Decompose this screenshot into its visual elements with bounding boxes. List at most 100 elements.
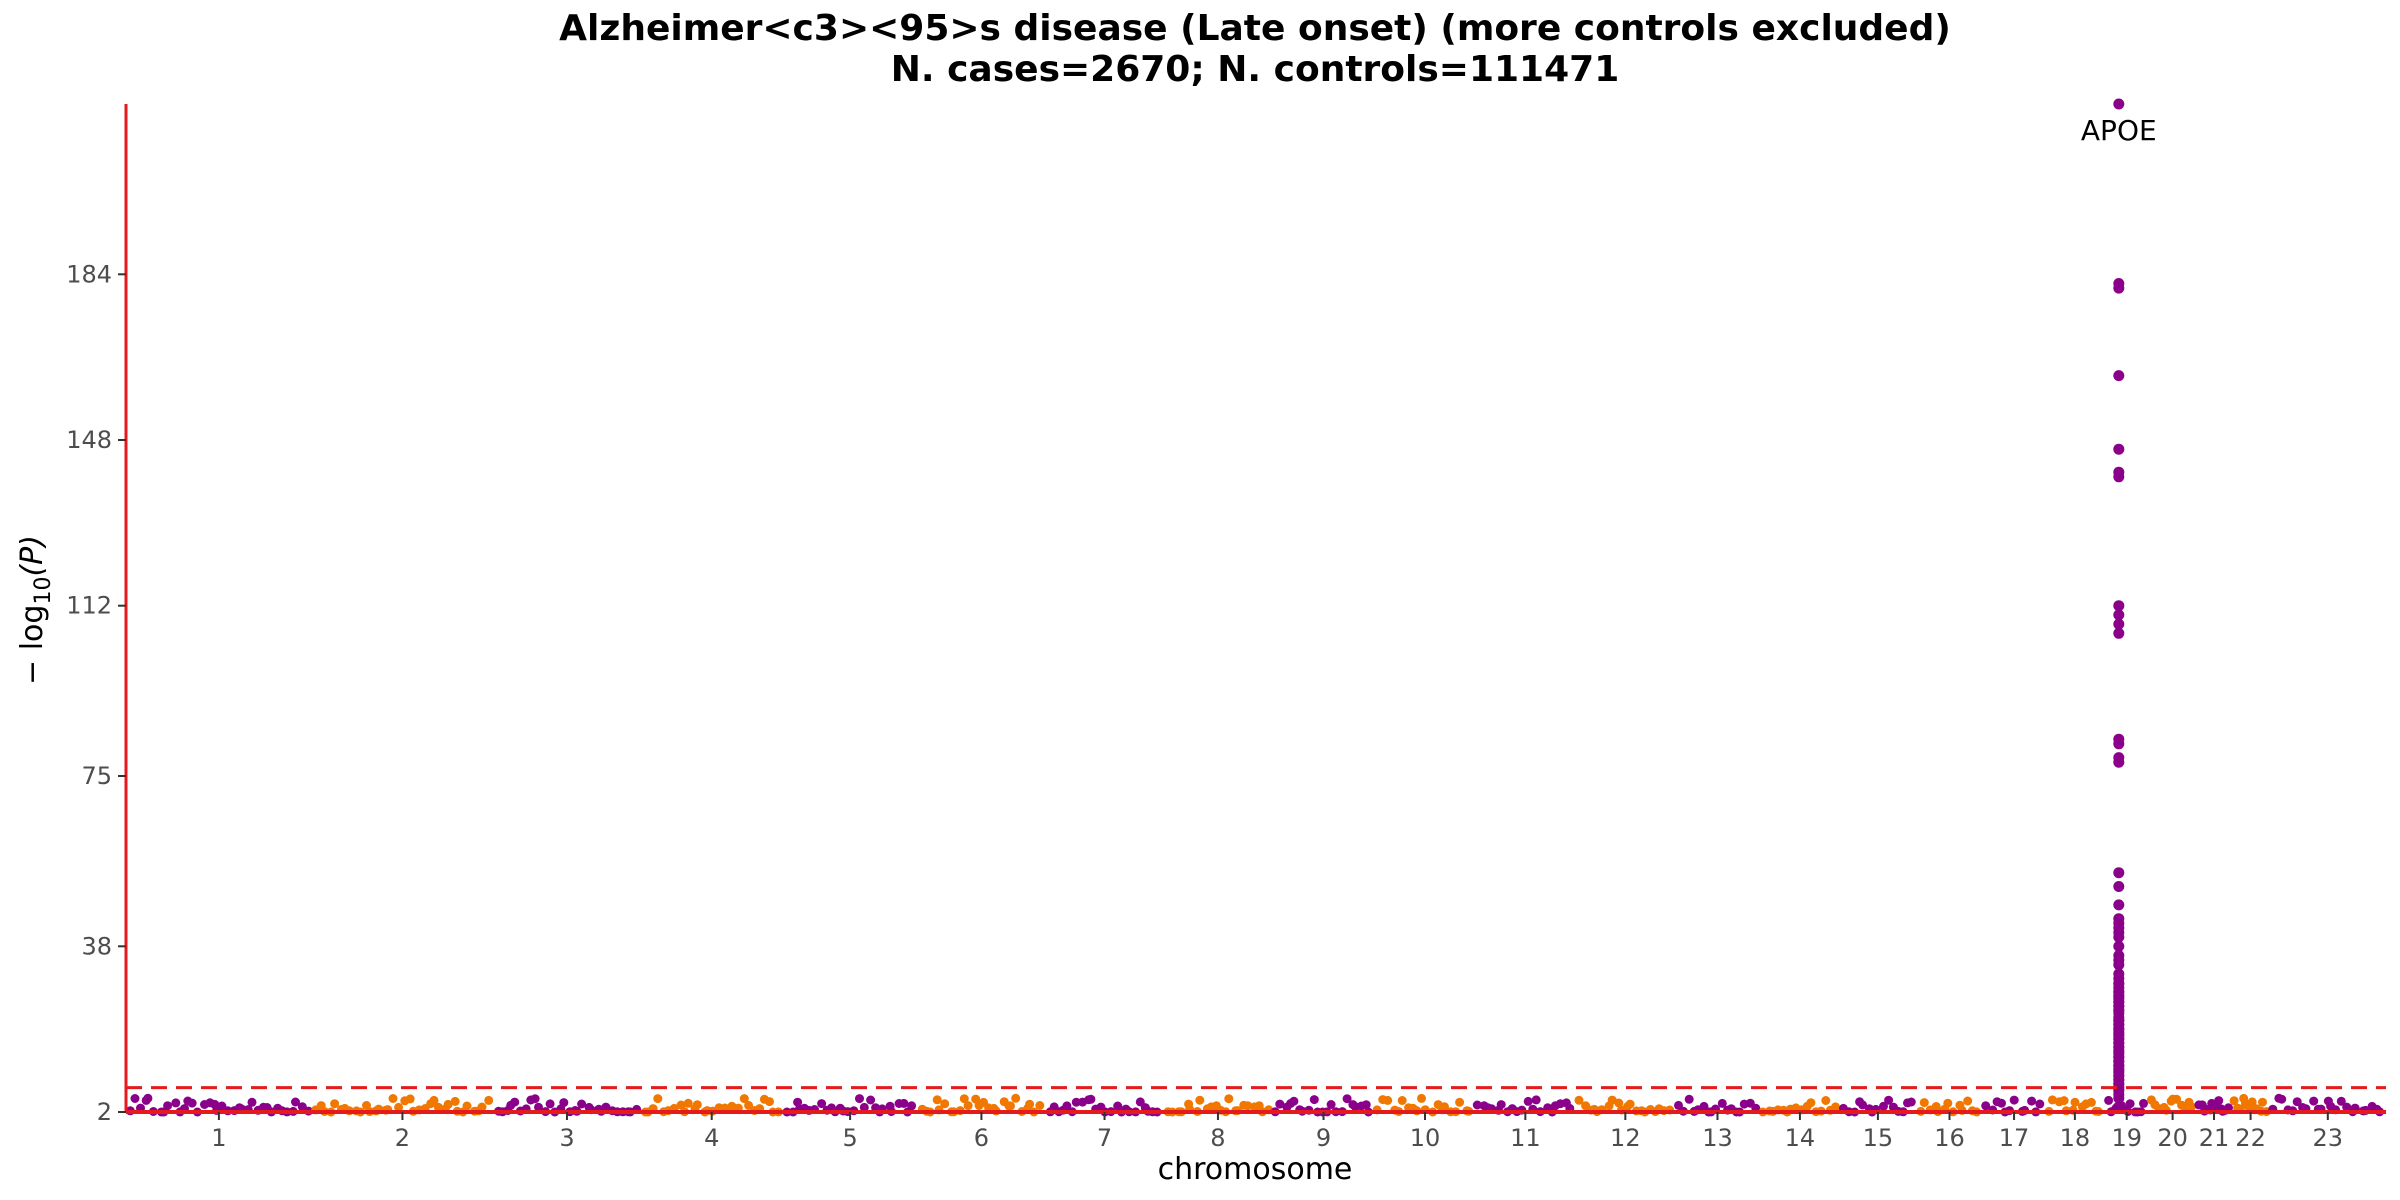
snp-point (2009, 1095, 2019, 1105)
snp-point (534, 1102, 543, 1112)
snp-point (1981, 1101, 1991, 1111)
snp-point (2309, 1096, 2319, 1106)
snp-point (940, 1099, 950, 1109)
y-axis-title-prefix: − log (15, 605, 50, 685)
snp-point (484, 1095, 494, 1105)
y-tick-label: 75 (81, 762, 112, 790)
snp-point (2292, 1097, 2302, 1107)
snp-point (1821, 1096, 1831, 1105)
snp-point (1574, 1095, 1584, 1105)
chromosome-19-points (2104, 1095, 2148, 1117)
snp-point (2336, 1096, 2346, 1106)
x-tick-label: 1 (211, 1124, 226, 1152)
y-tick-label: 112 (66, 592, 112, 620)
snp-point (2086, 1097, 2096, 1107)
snp-point (899, 1098, 909, 1108)
peak-snp-point (2113, 609, 2125, 621)
snp-point (1361, 1100, 1371, 1110)
x-tick-label: 8 (1210, 1124, 1225, 1152)
snp-point (1963, 1096, 1973, 1106)
peak-snp-point (2113, 282, 2125, 294)
snp-point (1417, 1093, 1426, 1103)
annotation-label: APOE (2081, 114, 2157, 147)
peak-snp-point (2113, 443, 2125, 455)
x-tick-label: 15 (1863, 1124, 1894, 1152)
snp-point (1806, 1098, 1816, 1108)
chromosome-11-points (1472, 1095, 1575, 1117)
snp-point (2070, 1097, 2080, 1107)
snp-point (2172, 1094, 2182, 1104)
snp-point (405, 1094, 415, 1104)
x-ticks: 1 2 3 4 5 6 7 8 9 10 11 12 13 14 15 16 17 18 19 20 21 22 23 (211, 1112, 2343, 1152)
snp-point (1717, 1098, 1727, 1108)
snp-point (1289, 1096, 1299, 1106)
x-tick-label: 6 (974, 1124, 989, 1152)
x-tick-label: 13 (1702, 1124, 1733, 1152)
snp-point (559, 1098, 569, 1108)
snp-point (676, 1100, 686, 1110)
snp-point (1397, 1096, 1407, 1105)
snp-point (1195, 1095, 1205, 1105)
peak-snp-point (2113, 867, 2125, 879)
snp-point (433, 1102, 443, 1112)
x-tick-label: 21 (2199, 1124, 2230, 1152)
x-tick-label: 9 (1316, 1124, 1331, 1152)
snp-point (330, 1099, 340, 1109)
x-tick-label: 19 (2111, 1124, 2142, 1152)
snp-point (429, 1095, 439, 1105)
snp-point (2027, 1096, 2037, 1106)
y-tick-label: 148 (66, 426, 112, 454)
snp-point (130, 1094, 140, 1103)
snp-point (692, 1100, 702, 1110)
x-tick-label: 16 (1934, 1124, 1965, 1152)
snp-point (187, 1098, 197, 1108)
peak-snp-point (2113, 881, 2125, 892)
snp-point (653, 1094, 663, 1104)
snp-point (959, 1094, 969, 1104)
snp-point (1625, 1099, 1635, 1109)
chart-title-line2: N. cases=2670; N. controls=111471 (891, 49, 1620, 90)
peak-snp-point (2113, 370, 2125, 382)
snp-point (171, 1098, 181, 1108)
x-tick-label: 5 (842, 1124, 857, 1152)
snp-point (1997, 1098, 2006, 1108)
snp-point (291, 1097, 300, 1107)
snp-point (462, 1101, 472, 1111)
snp-point (388, 1094, 398, 1103)
peak-snp-point (2113, 899, 2125, 911)
x-tick-label: 2 (395, 1124, 410, 1152)
y-axis-title-suffix: (P) (15, 535, 50, 577)
snp-point (817, 1099, 827, 1109)
snp-point (683, 1098, 693, 1108)
snp-point (1884, 1095, 1894, 1105)
snp-point (932, 1095, 942, 1105)
x-tick-label: 17 (1999, 1124, 2030, 1152)
snp-point (1831, 1102, 1840, 1112)
snp-point (530, 1094, 540, 1104)
snp-point (1086, 1094, 1096, 1104)
snp-point (963, 1101, 973, 1111)
snp-point (1062, 1101, 1072, 1111)
snp-point (510, 1097, 520, 1107)
snp-point (247, 1097, 257, 1107)
y-tick-label: 184 (66, 260, 112, 288)
peak-snp-point (2113, 738, 2125, 750)
snp-point (2139, 1098, 2148, 1108)
x-tick-label: 18 (2060, 1124, 2091, 1152)
snp-point (2229, 1096, 2239, 1106)
x-tick-label: 23 (2313, 1124, 2344, 1152)
chart-title-line1: Alzheimer<c3><95>s disease (Late onset) … (559, 8, 1951, 49)
snp-point (907, 1101, 917, 1111)
x-tick-label: 22 (2235, 1124, 2266, 1152)
peak-snp-point (2113, 931, 2125, 943)
snp-point (1472, 1100, 1482, 1110)
x-tick-label: 12 (1610, 1124, 1641, 1152)
peak-snp-point (2113, 940, 2125, 952)
snp-point (2035, 1099, 2045, 1109)
snp-point (1943, 1098, 1953, 1108)
snp-point (1496, 1100, 1506, 1110)
snp-point (443, 1099, 453, 1109)
x-tick-label: 10 (1410, 1124, 1441, 1152)
x-axis-title: chromosome (1158, 1152, 1353, 1187)
